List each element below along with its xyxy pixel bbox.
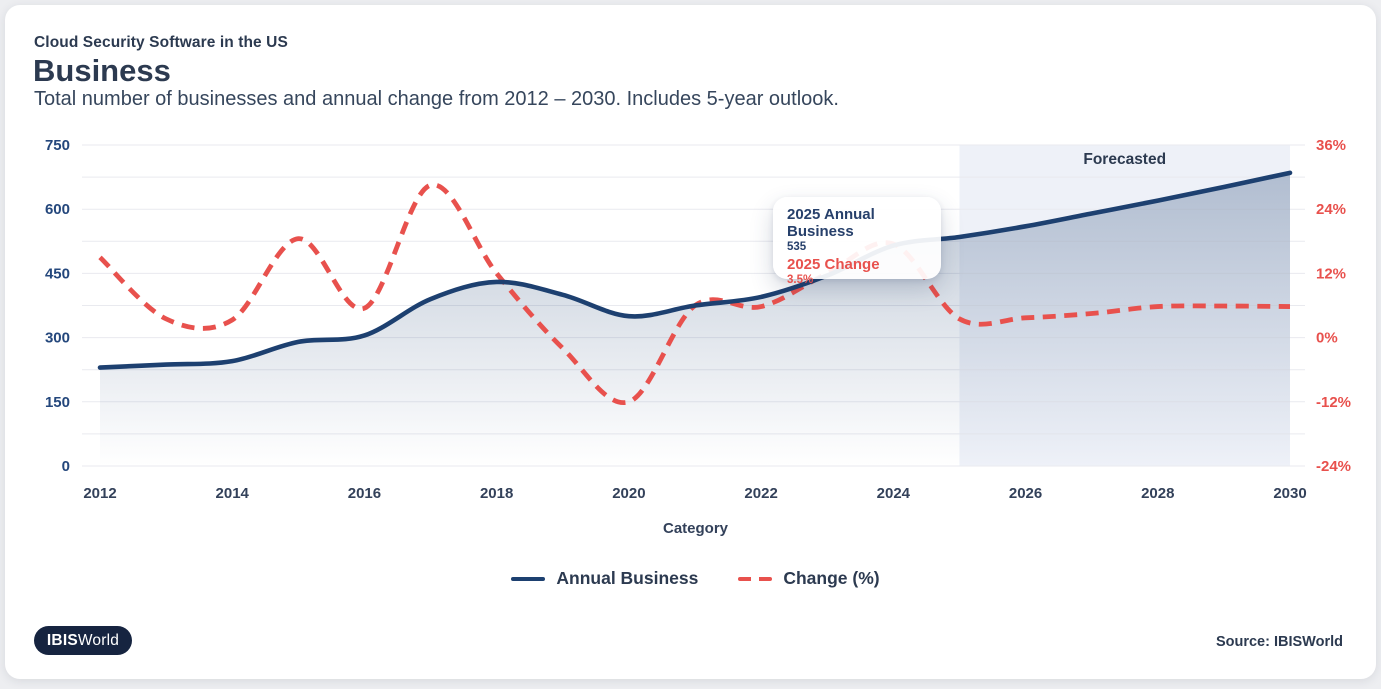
report-title: Cloud Security Software in the US (34, 34, 288, 51)
chart-legend: Annual Business Change (%) (5, 568, 1381, 589)
line-chart-plot: Forecasted 0 150 300 450 600 750 -24% -12% 0% 12% 2… (45, 137, 1351, 502)
y-axis-tick-label: 0 (62, 458, 70, 475)
x-axis-tick-label: 2014 (216, 485, 250, 502)
y-axis-tick-label: 450 (45, 265, 70, 282)
ibisworld-logo: IBISWorld (34, 626, 132, 655)
x-axis-tick-label: 2018 (480, 485, 513, 502)
y-axis-tick-label: 300 (45, 330, 70, 347)
source-attribution: Source: IBISWorld (1215, 634, 1343, 650)
x-axis-tick-label: 2030 (1273, 485, 1306, 502)
chart-card: Cloud Security Software in the US Busine… (5, 5, 1376, 679)
x-axis-title: Category (662, 520, 729, 537)
page-title: Business (33, 53, 171, 88)
legend-item-change-pct[interactable]: Change (%) (738, 568, 880, 589)
legend-item-annual-business[interactable]: Annual Business (511, 568, 698, 589)
forecast-label: Forecasted (1083, 151, 1166, 168)
chart-subtitle: Total number of businesses and annual ch… (34, 88, 839, 110)
y2-axis-tick-label: 36% (1316, 137, 1346, 154)
annual-business-line-swatch (511, 576, 546, 581)
change-pct-line (98, 182, 1291, 405)
y2-axis-tick-label: -24% (1316, 458, 1351, 475)
annual-business-line (97, 170, 1293, 370)
x-axis-tick-label: 2016 (348, 485, 381, 502)
x-axis-tick-label: 2020 (612, 485, 645, 502)
logo-text-bold: IBIS (46, 631, 78, 649)
tooltip-series1-value: 535 (787, 241, 807, 253)
y-axis-tick-label: 750 (45, 137, 70, 154)
x-axis-tick-label: 2028 (1141, 485, 1174, 502)
x-axis-tick-label: 2012 (83, 485, 116, 502)
y-axis-tick-label: 150 (45, 394, 70, 411)
change-pct-dashed-swatch (738, 576, 773, 581)
legend-label-change-pct: Change (%) (783, 568, 880, 588)
x-axis-tick-label: 2026 (1009, 485, 1042, 502)
y2-axis-tick-label: 0% (1316, 330, 1338, 347)
y2-axis-tick-label: 24% (1316, 201, 1346, 218)
x-axis-tick-label: 2022 (744, 485, 777, 502)
y2-axis-tick-label: 12% (1316, 265, 1346, 282)
tooltip-series2-value: 3.5% (787, 274, 814, 286)
tooltip-series1-label: 2025 Annual Business (787, 206, 875, 240)
tooltip-series2-label: 2025 Change (787, 256, 880, 273)
y2-axis-tick-label: -12% (1316, 394, 1351, 411)
x-axis-tick-label: 2024 (877, 485, 911, 502)
y-axis-tick-label: 600 (45, 201, 70, 218)
logo-text-regular: World (77, 631, 120, 649)
annual-business-area-fill (100, 172, 1290, 466)
legend-label-annual-business: Annual Business (556, 568, 699, 588)
chart-tooltip: 2025 Annual Business 535 2025 Change 3.5… (773, 197, 941, 286)
